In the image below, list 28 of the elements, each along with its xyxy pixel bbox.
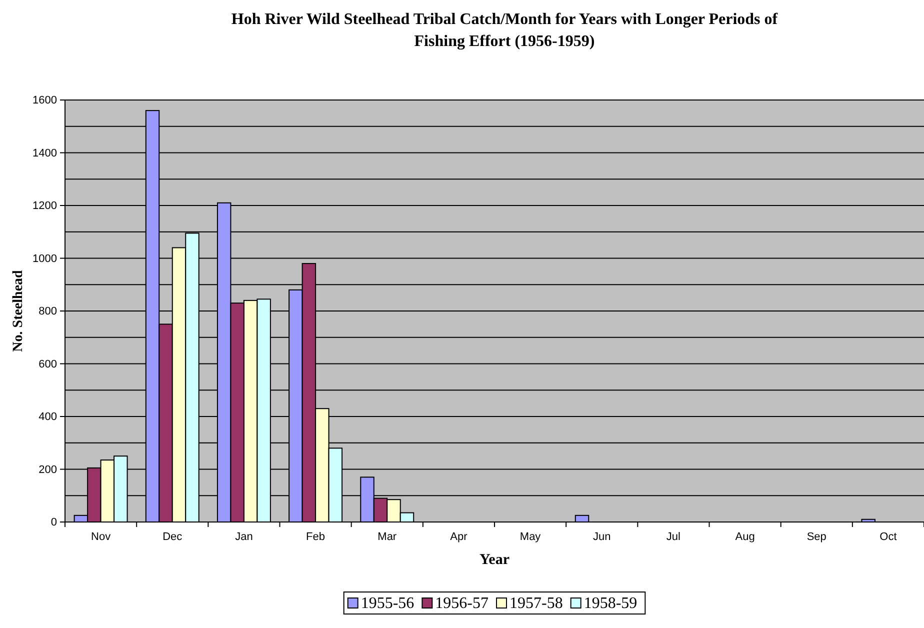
y-tick-label: 200: [38, 464, 57, 476]
x-axis-title: Year: [480, 552, 510, 568]
x-tick-label: Jul: [666, 530, 680, 543]
y-tick-label: 1600: [32, 94, 57, 107]
legend-label: 1958-59: [584, 595, 638, 612]
y-tick-label: 600: [38, 358, 57, 370]
y-tick-label: 400: [38, 411, 57, 424]
x-tick-label: Apr: [450, 530, 468, 543]
x-tick-label: Nov: [91, 530, 112, 543]
legend-label: 1957-58: [510, 595, 563, 612]
x-tick-label: May: [520, 530, 542, 543]
y-tick-label: 1200: [32, 200, 57, 212]
x-tick-label: Aug: [735, 530, 755, 543]
y-axis-title: No. Steelhead: [11, 270, 26, 352]
x-tick-label: Jan: [235, 530, 253, 543]
y-tick-label: 800: [38, 306, 57, 318]
legend-label: 1955-56: [360, 595, 414, 612]
x-tick-label: Jun: [593, 530, 611, 543]
y-tick-label: 0: [50, 516, 57, 529]
y-tick-label: 1400: [32, 147, 57, 160]
x-tick-label: Sep: [806, 530, 826, 543]
x-tick-label: Dec: [162, 530, 183, 543]
y-tick-label: 1000: [32, 252, 57, 265]
chart-title: Hoh River Wild Steelhead Tribal Catch/Month for Years with Longer Periods of Fishing Effort (1956-1959): [231, 11, 778, 50]
x-tick-label: Feb: [306, 530, 326, 543]
legend-label: 1956-57: [435, 595, 488, 612]
x-tick-label: Mar: [378, 530, 397, 543]
x-tick-label: Oct: [880, 530, 897, 543]
